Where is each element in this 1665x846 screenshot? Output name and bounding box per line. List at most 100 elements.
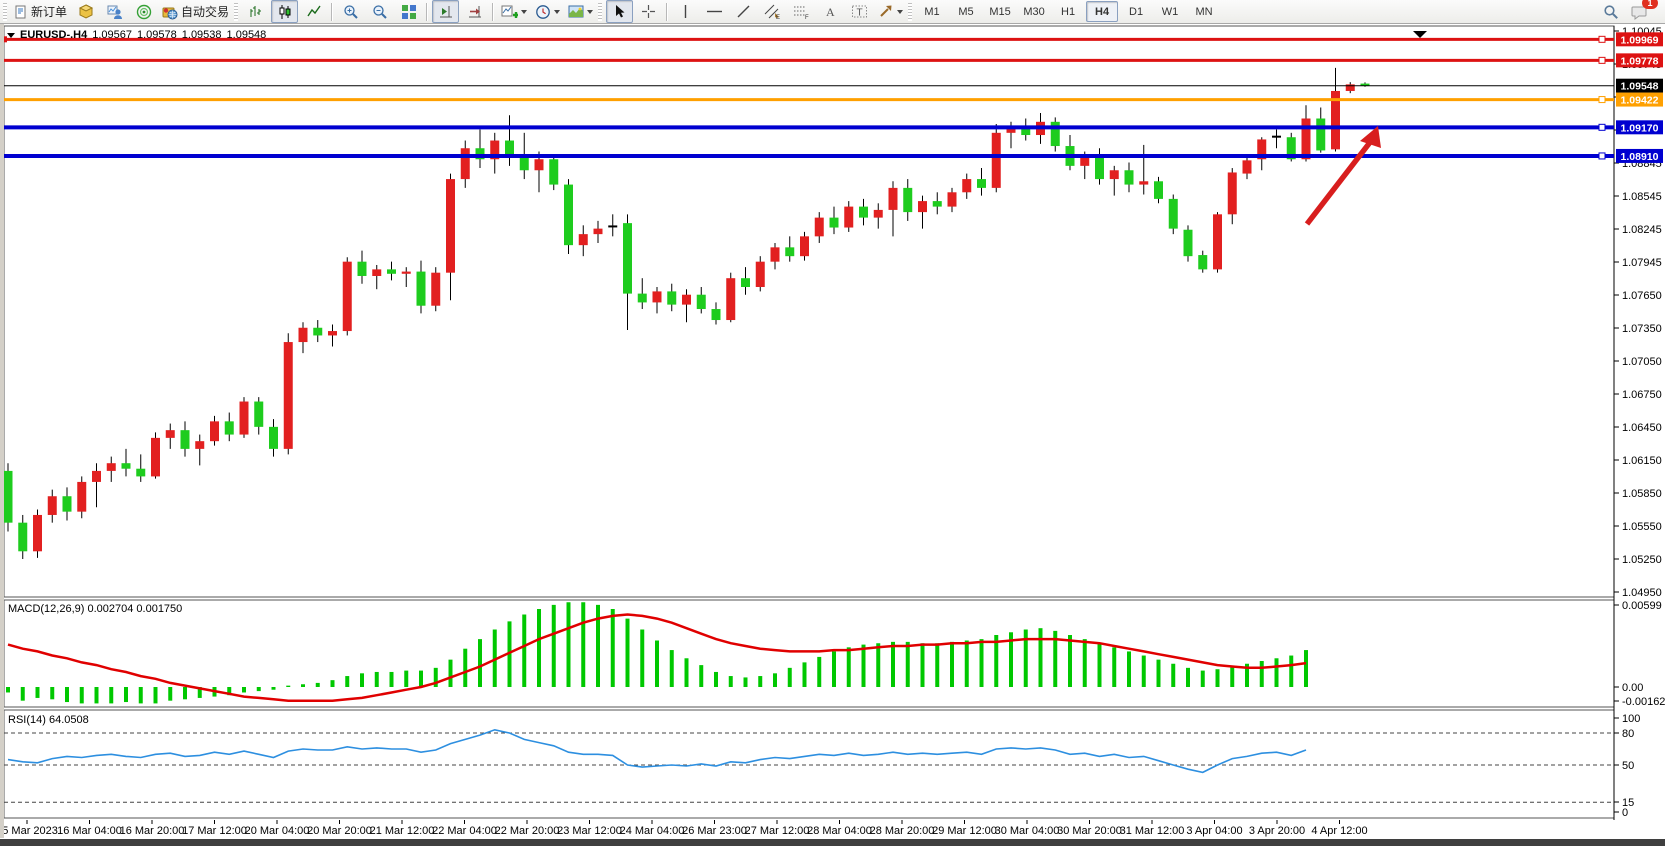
- toolbar-separator: [331, 2, 334, 21]
- fibonacci-tool-button[interactable]: F: [788, 0, 815, 23]
- candle-body: [564, 184, 573, 246]
- candle-body: [33, 514, 42, 552]
- zoom-in-button[interactable]: [337, 0, 364, 23]
- time-tick-label: 30 Mar 04:00: [995, 825, 1060, 837]
- timeframe-D1[interactable]: D1: [1129, 5, 1144, 18]
- text-label-tool-button[interactable]: T: [846, 0, 873, 23]
- timeframe-M1[interactable]: M1: [924, 5, 940, 18]
- candle-body: [534, 159, 544, 171]
- search-button[interactable]: [1597, 0, 1624, 23]
- candle-body: [637, 293, 647, 303]
- notifications-button[interactable]: 1: [1626, 0, 1658, 23]
- horizontal-line-tool-button[interactable]: [701, 0, 728, 23]
- tile-windows-button[interactable]: [395, 0, 422, 23]
- rsi-line: [7, 728, 1307, 774]
- time-tick-label: 22 Mar 04:00: [432, 825, 497, 837]
- candle-body: [224, 421, 234, 435]
- candle-body: [1183, 229, 1193, 257]
- svg-text:T: T: [857, 8, 863, 19]
- new-order-button[interactable]: 新订单: [11, 0, 70, 23]
- time-tick-label: 4 Apr 12:00: [1311, 825, 1367, 837]
- chart-shift-button[interactable]: [432, 0, 460, 23]
- toolbar-grip[interactable]: [908, 2, 913, 21]
- cursor-icon: [616, 5, 625, 18]
- timeframe-M5[interactable]: M5: [958, 5, 974, 18]
- trendline-tool-button[interactable]: [730, 0, 757, 23]
- candle-body: [151, 437, 160, 477]
- toolbar-grip[interactable]: [234, 2, 239, 21]
- market-depth-button[interactable]: [72, 0, 99, 23]
- vertical-line-tool-button[interactable]: [672, 0, 699, 23]
- chart-window: 1.100451.097451.094451.091451.088451.085…: [0, 24, 1665, 839]
- candle-body: [136, 468, 146, 477]
- timeframe-H4[interactable]: H4: [1086, 1, 1119, 22]
- time-tick-label: 23 Mar 12:00: [557, 825, 622, 837]
- clock-icon: [536, 4, 550, 19]
- toolbar-separator: [666, 2, 669, 21]
- candle-body: [1080, 157, 1090, 166]
- rsi-tick-label: 50: [1622, 760, 1634, 772]
- candle-body: [1301, 118, 1311, 160]
- pane-separator[interactable]: [4, 597, 1614, 600]
- candle-body: [475, 148, 485, 160]
- svg-text:A: A: [826, 5, 835, 19]
- zoom-out-button[interactable]: [366, 0, 393, 23]
- add-indicator-button[interactable]: [498, 0, 530, 23]
- arrows-tool-button[interactable]: [875, 0, 906, 23]
- toolbar-grip[interactable]: [3, 2, 7, 21]
- time-tick-label: 3 Apr 20:00: [1249, 825, 1305, 837]
- last-bar-marker-icon: [1413, 31, 1427, 38]
- price-level-badge: [1616, 148, 1663, 163]
- candle-body: [401, 271, 411, 274]
- auto-trading-label: 自动交易: [181, 5, 230, 19]
- line-anchor-handle[interactable]: [1598, 123, 1606, 131]
- periods-button[interactable]: [532, 0, 563, 23]
- crosshair-tool-button[interactable]: [635, 0, 662, 23]
- line-anchor-handle[interactable]: [1598, 56, 1606, 64]
- candle-body: [1257, 139, 1267, 160]
- timeframe-H1[interactable]: H1: [1061, 5, 1076, 18]
- candle-body: [165, 430, 175, 438]
- templates-button[interactable]: [565, 0, 596, 23]
- candlestick-mode-button[interactable]: [271, 0, 299, 23]
- candle-body: [342, 261, 352, 332]
- chart-area[interactable]: [4, 26, 1614, 597]
- price-level-badge: [1616, 32, 1663, 47]
- timeframe-M15[interactable]: M15: [989, 5, 1011, 18]
- line-anchor-handle[interactable]: [1598, 96, 1606, 104]
- cursor-tool-button[interactable]: [606, 0, 634, 23]
- candle-body: [18, 522, 28, 552]
- time-tick-label: 20 Mar 04:00: [245, 825, 310, 837]
- signals-button[interactable]: [130, 0, 157, 23]
- pane-separator[interactable]: [4, 707, 1614, 710]
- timeframe-W1[interactable]: W1: [1161, 5, 1179, 18]
- price-level-badge: [1616, 92, 1663, 107]
- candle-body: [195, 441, 205, 449]
- annotation-arrow-shaft[interactable]: [1304, 139, 1374, 226]
- candle-body: [844, 206, 854, 228]
- annotation-arrow-head[interactable]: [1360, 126, 1381, 148]
- bar-chart-mode-button[interactable]: [242, 0, 269, 23]
- timeframe-MN[interactable]: MN: [1195, 5, 1213, 18]
- line-chart-mode-button[interactable]: [300, 0, 327, 23]
- candle-body: [1109, 170, 1119, 180]
- candle-body: [1006, 126, 1016, 133]
- text-tool-button[interactable]: A: [817, 0, 844, 23]
- line-anchor-handle[interactable]: [1598, 35, 1606, 43]
- symbol-dropdown-icon[interactable]: [7, 32, 15, 38]
- accounts-button[interactable]: [101, 0, 128, 23]
- rsi-tick-label: 80: [1622, 728, 1634, 740]
- rsi-tick-label: 15: [1622, 797, 1634, 809]
- candle-body: [667, 291, 677, 305]
- line-anchor-handle[interactable]: [1598, 152, 1606, 160]
- auto-scroll-button[interactable]: [461, 0, 488, 23]
- toolbar-grip[interactable]: [598, 2, 603, 21]
- candle-body: [814, 217, 824, 237]
- timeframe-M30[interactable]: M30: [1023, 5, 1045, 18]
- line-anchor-handle[interactable]: [1, 36, 7, 43]
- price-tick-label: 1.06750: [1622, 389, 1662, 401]
- auto-trading-button[interactable]: 自动交易: [159, 0, 232, 23]
- auto-scroll-icon: [468, 5, 481, 17]
- zoom-out-icon: [372, 4, 387, 19]
- equidistant-channel-tool-button[interactable]: E: [759, 0, 786, 23]
